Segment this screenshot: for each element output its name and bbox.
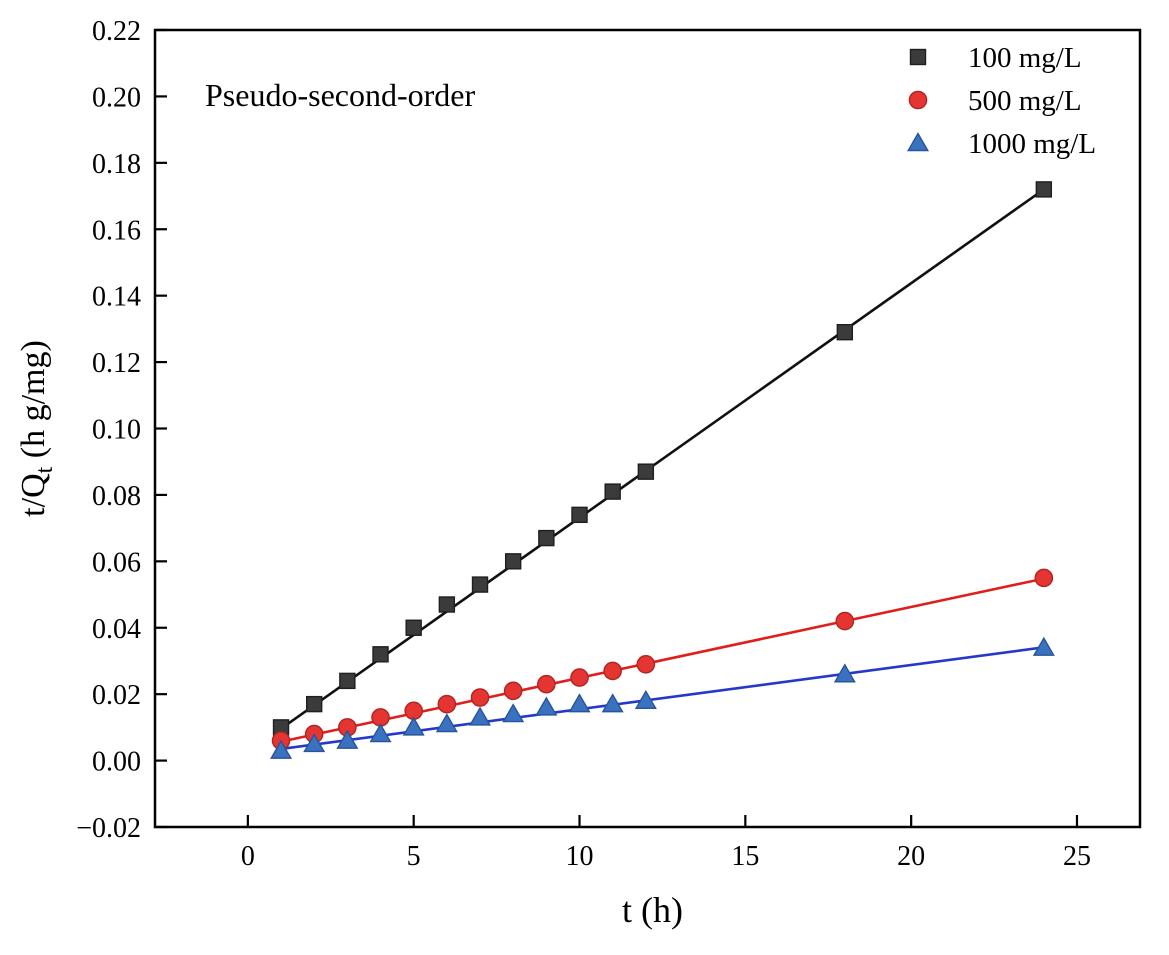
legend-marker-100-mg-l (909, 48, 927, 66)
marker-1000-mg-l (469, 706, 492, 726)
y-tick-label: 0.16 (92, 215, 141, 246)
y-axis-label: t/Qt (h g/mg) (15, 340, 58, 517)
y-tick-label: 0.12 (92, 348, 141, 379)
legend-label-1000-mg-l: 1000 mg/L (968, 128, 1096, 160)
y-tick-label: 0.08 (92, 481, 141, 512)
legend-label-500-mg-l: 500 mg/L (968, 85, 1082, 117)
marker-1000-mg-l (435, 713, 458, 733)
legend: 100 mg/L 500 mg/L 1000 mg/L (906, 42, 1096, 160)
y-tick-label: 0.02 (92, 680, 141, 711)
y-tick-label: 0.14 (92, 282, 141, 313)
marker-100-mg-l (538, 529, 555, 547)
x-axis-label: t (h) (622, 890, 683, 930)
marker-1000-mg-l (303, 733, 326, 753)
x-tick-label: 5 (407, 841, 421, 872)
marker-500-mg-l (470, 688, 490, 707)
x-tick-label: 25 (1063, 841, 1091, 872)
y-tick-label: 0.04 (92, 614, 141, 645)
marker-1000-mg-l (833, 663, 856, 683)
marker-500-mg-l (537, 674, 556, 694)
x-tick-label: 15 (731, 841, 759, 872)
x-tick-label: 0 (241, 841, 255, 872)
y-tick-label: 0.20 (92, 82, 141, 113)
x-tick-label: 20 (897, 841, 925, 872)
y-tick-label: 0.22 (92, 16, 141, 47)
marker-100-mg-l (504, 553, 522, 570)
legend-marker-1000-mg-l (906, 132, 930, 152)
marker-1000-mg-l (270, 739, 293, 759)
marker-1000-mg-l (535, 696, 558, 716)
marker-1000-mg-l (1032, 636, 1055, 656)
marker-100-mg-l (571, 506, 588, 524)
marker-1000-mg-l (402, 716, 425, 736)
marker-100-mg-l (637, 463, 655, 480)
fit-line-100-mg-l (280, 188, 1045, 730)
y-tick-label: 0.00 (92, 747, 141, 778)
marker-1000-mg-l (369, 723, 392, 743)
marker-100-mg-l (305, 695, 323, 713)
y-tick-label: 0.06 (92, 547, 141, 578)
marker-100-mg-l (836, 323, 854, 341)
x-tick-label: 10 (566, 841, 594, 872)
marker-100-mg-l (372, 646, 389, 663)
marker-100-mg-l (405, 619, 422, 636)
marker-500-mg-l (603, 661, 622, 681)
y-tick-label: 0.10 (92, 415, 141, 446)
marker-100-mg-l (1035, 181, 1053, 198)
marker-1000-mg-l (634, 689, 657, 710)
marker-500-mg-l (636, 654, 656, 674)
legend-marker-500-mg-l (908, 90, 928, 110)
marker-500-mg-l (437, 694, 457, 714)
annotation-pseudo-second-order: Pseudo-second-order (205, 77, 475, 113)
marker-1000-mg-l (502, 703, 525, 723)
marker-500-mg-l (503, 681, 523, 701)
y-tick-label: −0.02 (76, 813, 141, 844)
marker-100-mg-l (438, 596, 456, 613)
marker-500-mg-l (835, 611, 855, 631)
marker-100-mg-l (471, 576, 489, 593)
marker-1000-mg-l (336, 729, 359, 749)
marker-1000-mg-l (601, 693, 624, 713)
marker-100-mg-l (339, 672, 356, 690)
legend-label-100-mg-l: 100 mg/L (968, 42, 1082, 74)
marker-1000-mg-l (568, 693, 591, 713)
marker-500-mg-l (1034, 568, 1054, 588)
marker-100-mg-l (604, 483, 621, 500)
marker-500-mg-l (570, 668, 589, 687)
y-tick-label: 0.18 (92, 149, 141, 180)
